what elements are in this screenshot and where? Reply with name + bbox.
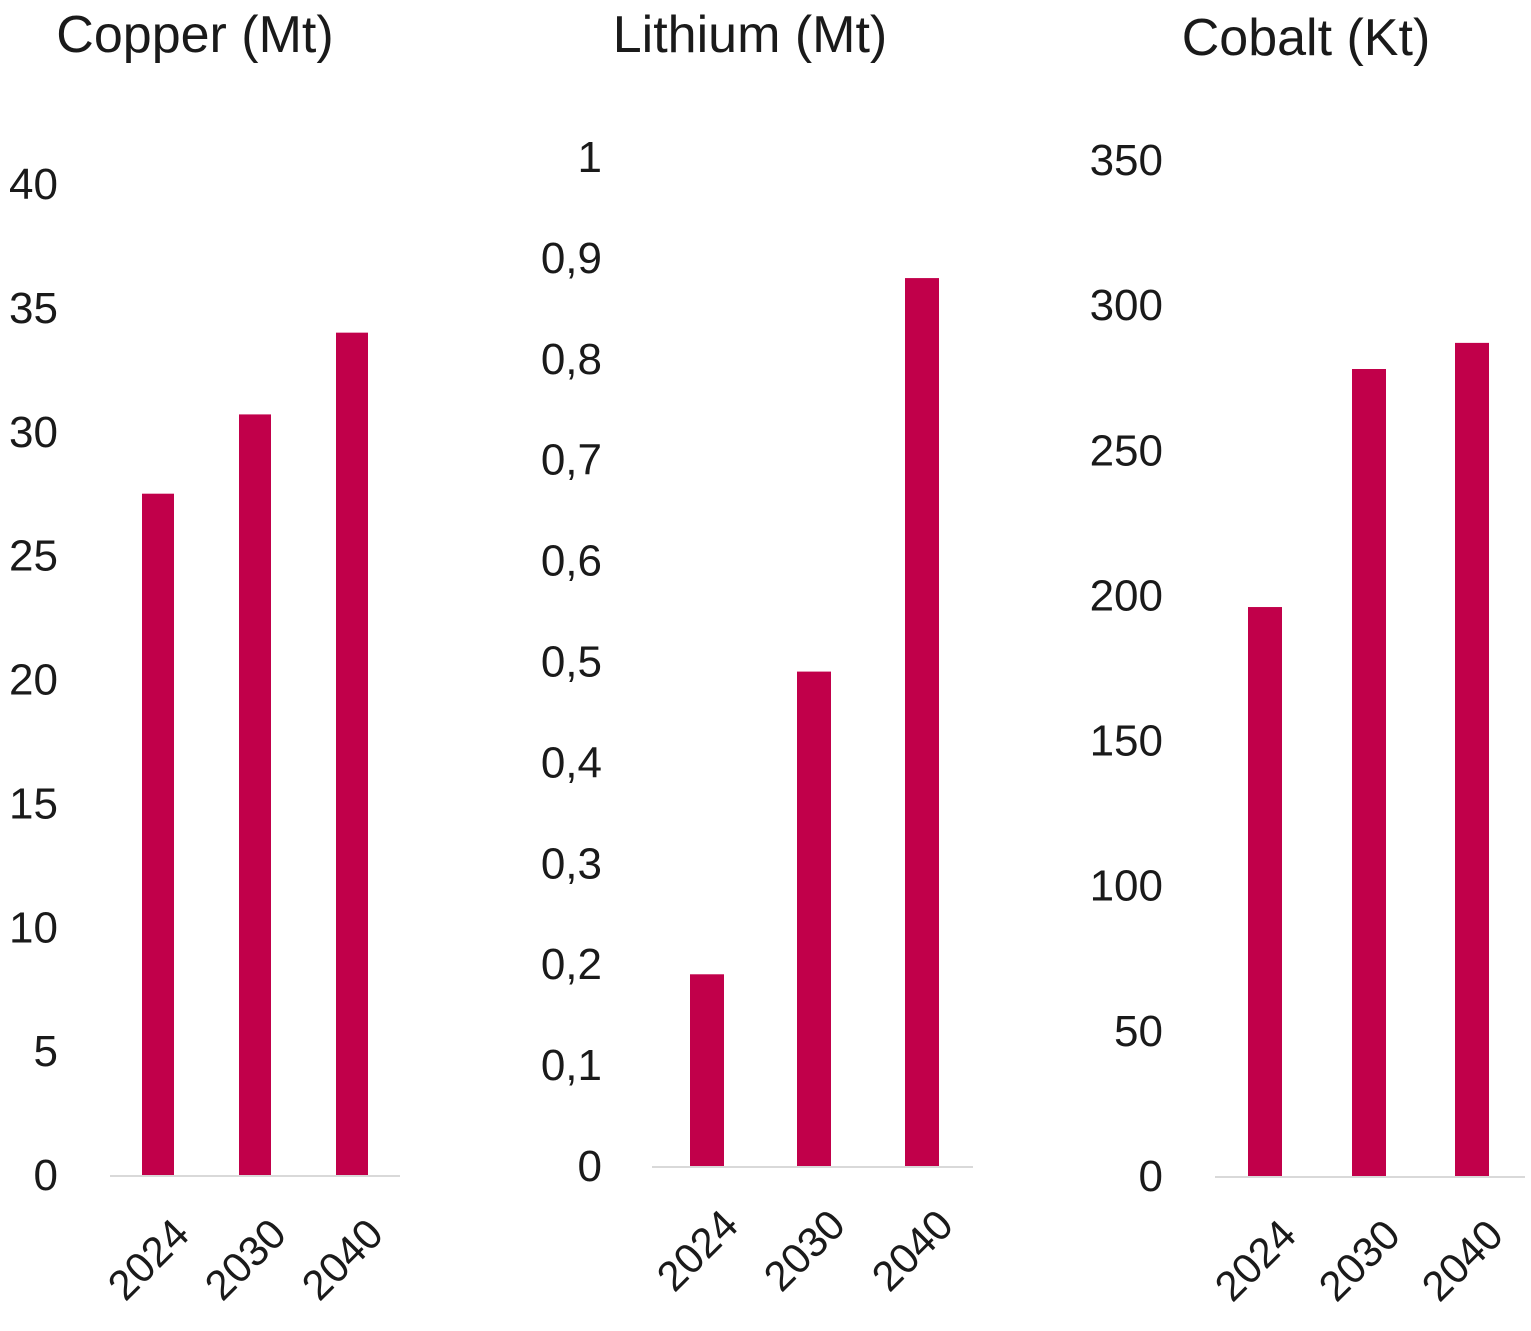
chart-panel-2: Cobalt (Kt) 0 50 100 150 200 250 300 350 2024 2030… [1090,9,1525,1310]
y-tick-label: 5 [34,1027,58,1076]
y-tick-label: 350 [1090,136,1163,185]
x-category-label: 2024 [1206,1211,1305,1310]
y-tick-label: 0,7 [541,436,602,485]
x-category-label: 2030 [755,1201,854,1300]
y-tick-label: 20 [9,656,58,705]
y-tick-label: 1 [578,133,602,182]
y-tick-label: 0 [578,1142,602,1191]
x-category-label: 2040 [293,1210,392,1309]
y-tick-label: 0,4 [541,738,602,787]
y-tick-label: 0,5 [541,638,602,687]
bar-2024 [142,493,174,1175]
y-tick-label: 150 [1090,717,1163,766]
x-category-label: 2030 [1310,1211,1409,1310]
y-tick-label: 200 [1090,571,1163,620]
bar-2040 [336,332,368,1175]
chart-title: Lithium (Mt) [613,6,887,64]
y-tick-label: 0 [1139,1152,1163,1201]
x-category-label: 2040 [863,1201,962,1300]
y-tick-label: 0 [34,1151,58,1200]
y-tick-label: 250 [1090,426,1163,475]
chart-title: Copper (Mt) [56,6,333,64]
y-tick-label: 0,2 [541,940,602,989]
y-tick-label: 0,3 [541,839,602,888]
y-tick-label: 0,8 [541,335,602,384]
y-tick-label: 50 [1114,1007,1163,1056]
x-category-label: 2040 [1413,1211,1512,1310]
x-category-label: 2024 [99,1210,198,1309]
y-tick-label: 25 [9,532,58,581]
chart-panel-1: Lithium (Mt) 0 0,1 0,2 0,3 0,4 0,5 0,6 0,7 0,8 0,9… [541,6,973,1300]
bar-2024 [690,974,724,1166]
y-tick-label: 10 [9,903,58,952]
bar-2024 [1248,607,1282,1176]
y-tick-label: 300 [1090,281,1163,330]
y-tick-label: 0,9 [541,234,602,283]
bar-2040 [1455,342,1489,1176]
bar-2030 [239,414,271,1176]
y-tick-label: 35 [9,284,58,333]
chart-title: Cobalt (Kt) [1182,9,1431,67]
y-tick-label: 100 [1090,862,1163,911]
y-tick-label: 0,6 [541,537,602,586]
y-tick-label: 30 [9,408,58,457]
y-tick-label: 40 [9,160,58,209]
bar-2040 [905,278,939,1167]
y-tick-label: 15 [9,779,58,828]
x-category-label: 2024 [648,1201,747,1300]
x-category-label: 2030 [196,1210,295,1309]
bar-2030 [1352,369,1386,1176]
bar-2030 [797,671,831,1166]
y-tick-label: 0,1 [541,1041,602,1090]
